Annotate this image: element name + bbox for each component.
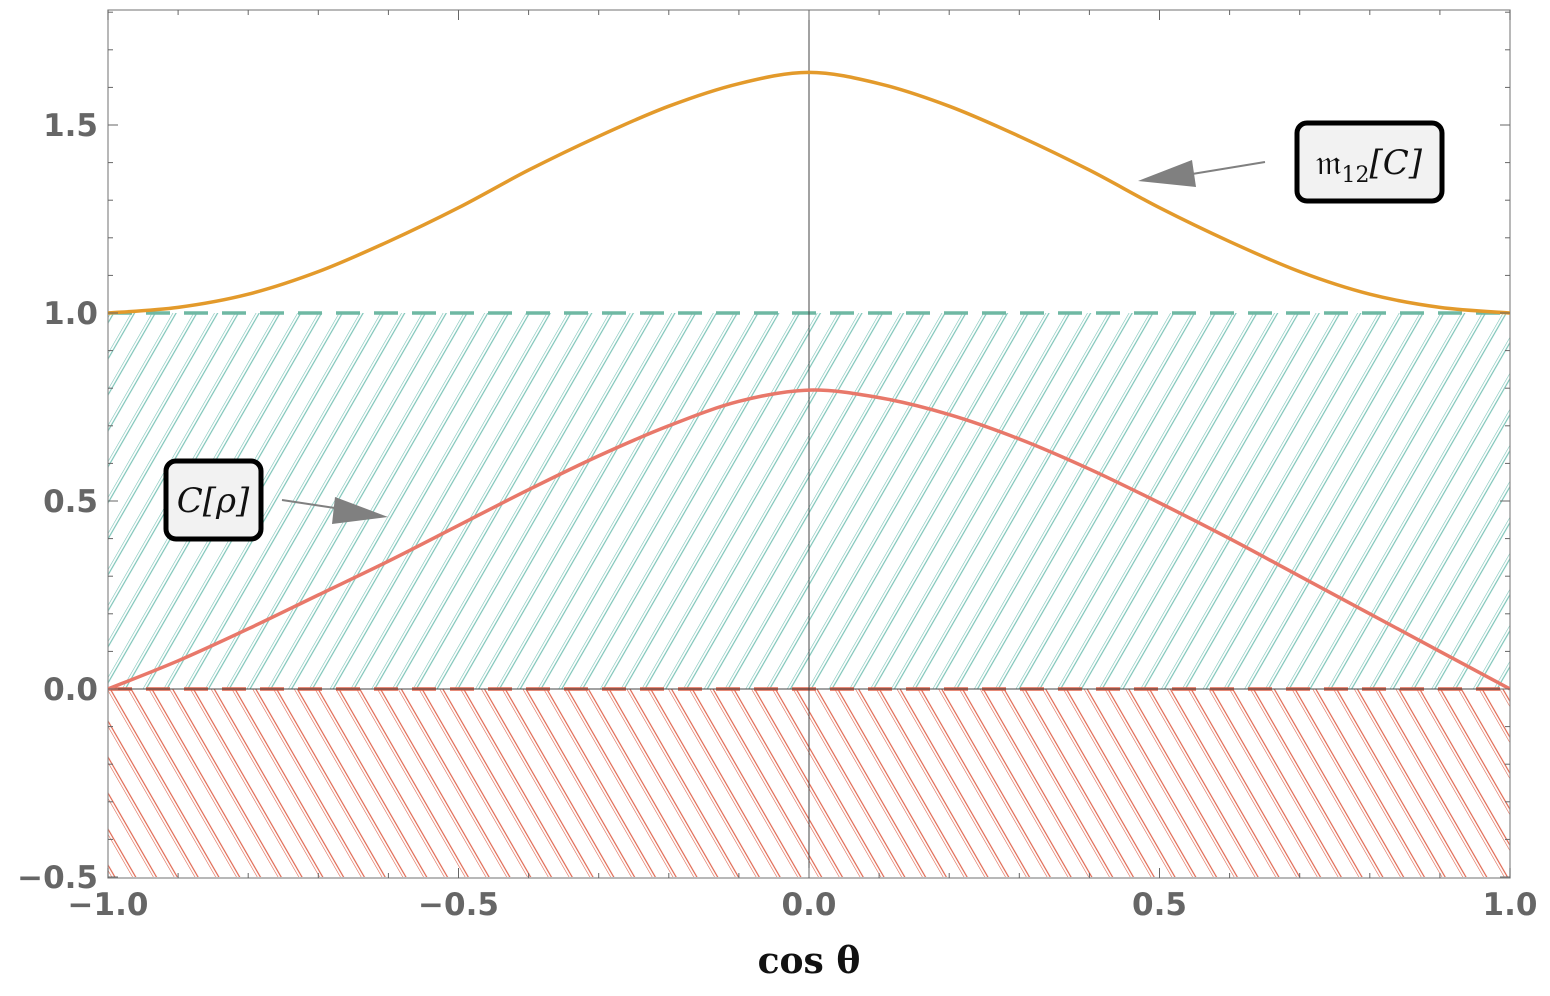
- annotation-crho-box: [163, 458, 264, 542]
- x-tick-label: 1.0: [1483, 887, 1538, 923]
- annotation-m12-main: 𝔪: [1316, 143, 1342, 183]
- annotation-m12-sub: 12: [1342, 163, 1370, 188]
- tick-labels: −1.0 −0.5 0.0 0.5 1.0−0.50.00.51.01.5: [17, 108, 1537, 923]
- annotation-m12-rest: [C]: [1370, 143, 1423, 183]
- annotation-m12-arrow-line: [1179, 161, 1266, 177]
- series-group: [108, 70, 1510, 691]
- annotation-m12: 𝔪12[C]: [1138, 120, 1445, 204]
- y-tick-label: −0.5: [17, 860, 98, 896]
- y-tick-label: 1.5: [43, 108, 98, 144]
- x-tick-label: −1.0: [68, 887, 149, 923]
- tick-marks: [107, 10, 1511, 878]
- annotation-m12-label: 𝔪12[C]: [1316, 143, 1423, 188]
- annotation-m12-arrow-head: [1138, 160, 1196, 187]
- annotation-crho: C[ρ]: [163, 458, 388, 542]
- annotation-m12-box: [1294, 120, 1445, 204]
- x-axis-title: cos θ: [758, 940, 861, 982]
- x-tick-label: −0.5: [418, 887, 499, 923]
- annotation-crho-arrow-head: [332, 497, 388, 524]
- x-tick-label: 0.5: [1132, 887, 1187, 923]
- x-tick-label: 0.0: [782, 887, 837, 923]
- annotation-crho-label: C[ρ]: [177, 481, 250, 521]
- series-line-crho: [108, 388, 1510, 691]
- y-tick-label: 1.0: [43, 296, 98, 332]
- series-line-m12: [108, 70, 1510, 315]
- y-tick-label: 0.0: [43, 672, 98, 708]
- y-tick-label: 0.5: [43, 484, 98, 520]
